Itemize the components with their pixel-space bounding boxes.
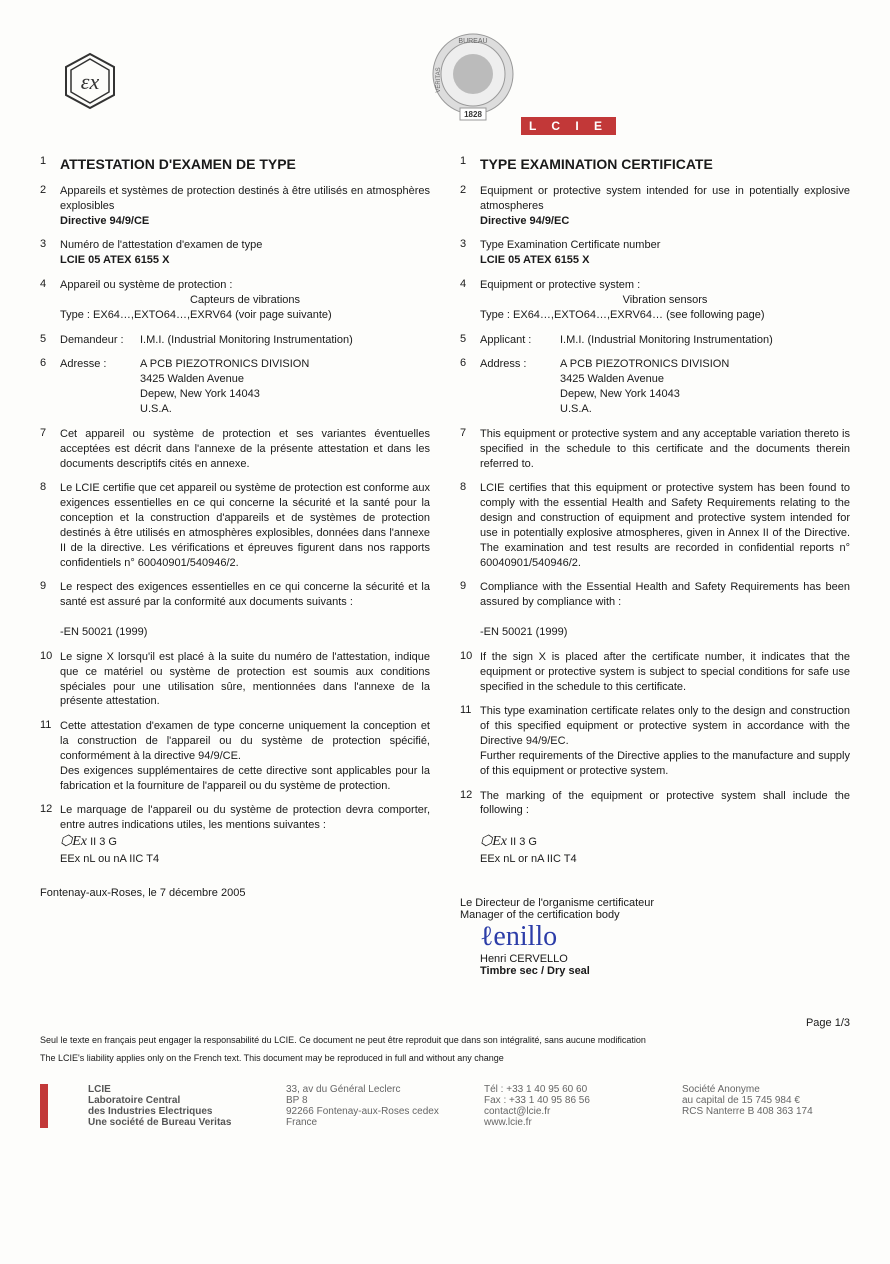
item8-en: LCIE certifies that this equipment or pr… bbox=[480, 481, 850, 570]
item12-en: The marking of the equipment or protecti… bbox=[480, 789, 850, 867]
item3-fr: Numéro de l'attestation d'examen de type… bbox=[60, 238, 430, 268]
lcie-bar: L C I E bbox=[521, 117, 616, 135]
item10-en: If the sign X is placed after the certif… bbox=[480, 650, 850, 695]
page-number: Page 1/3 bbox=[40, 1017, 850, 1029]
title-en: TYPE EXAMINATION CERTIFICATE bbox=[480, 155, 850, 174]
sig-title-en: Manager of the certification body bbox=[460, 909, 850, 921]
svg-text:εx: εx bbox=[81, 69, 100, 94]
disclaimer-fr: Seul le texte en français peut engager l… bbox=[40, 1035, 850, 1047]
signature-block: Le Directeur de l'organisme certificateu… bbox=[460, 897, 850, 977]
footer-col-3: Tél : +33 1 40 95 60 60 Fax : +33 1 40 9… bbox=[484, 1084, 652, 1128]
item2-fr: Appareils et systèmes de protection dest… bbox=[60, 184, 430, 229]
header-logos: εx BUREAU VERITAS 1828 L C I E bbox=[40, 30, 850, 135]
footer-col-1: LCIE Laboratoire Central des Industries … bbox=[88, 1084, 256, 1128]
item2-en: Equipment or protective system intended … bbox=[480, 184, 850, 229]
item7-en: This equipment or protective system and … bbox=[480, 427, 850, 472]
item11-fr: Cette attestation d'examen de type conce… bbox=[60, 719, 430, 793]
item4-en: Equipment or protective system :Vibratio… bbox=[480, 278, 850, 323]
footer: LCIE Laboratoire Central des Industries … bbox=[40, 1084, 850, 1128]
svg-text:1828: 1828 bbox=[464, 110, 482, 119]
footer-red-bar bbox=[40, 1084, 48, 1128]
date-place: Fontenay-aux-Roses, le 7 décembre 2005 bbox=[40, 887, 430, 977]
signatory-name: Henri CERVELLO bbox=[480, 953, 850, 965]
item9-en: Compliance with the Essential Health and… bbox=[480, 580, 850, 639]
footer-col-4: Société Anonyme au capital de 15 745 984… bbox=[682, 1084, 850, 1128]
dry-seal-label: Timbre sec / Dry seal bbox=[480, 965, 850, 977]
disclaimer-en: The LCIE's liability applies only on the… bbox=[40, 1053, 850, 1065]
item7-fr: Cet appareil ou système de protection et… bbox=[60, 427, 430, 472]
item11-en: This type examination certificate relate… bbox=[480, 704, 850, 778]
item5-en: Applicant :I.M.I. (Industrial Monitoring… bbox=[480, 333, 850, 348]
bureau-veritas-logo: BUREAU VERITAS 1828 L C I E bbox=[428, 30, 616, 135]
item4-fr: Appareil ou système de protection :Capte… bbox=[60, 278, 430, 323]
item5-fr: Demandeur :I.M.I. (Industrial Monitoring… bbox=[60, 333, 430, 348]
item9-fr: Le respect des exigences essentielles en… bbox=[60, 580, 430, 639]
svg-text:VERITAS: VERITAS bbox=[436, 67, 442, 92]
two-column-body: 1ATTESTATION D'EXAMEN DE TYPE 2Appareils… bbox=[40, 155, 850, 877]
item8-fr: Le LCIE certifie que cet appareil ou sys… bbox=[60, 481, 430, 570]
item6-en: Address :A PCB PIEZOTRONICS DIVISION3425… bbox=[480, 357, 850, 416]
footer-col-2: 33, av du Général Leclerc BP 8 92266 Fon… bbox=[286, 1084, 454, 1128]
english-column: 1TYPE EXAMINATION CERTIFICATE 2Equipment… bbox=[460, 155, 850, 877]
item3-en: Type Examination Certificate numberLCIE … bbox=[480, 238, 850, 268]
french-column: 1ATTESTATION D'EXAMEN DE TYPE 2Appareils… bbox=[40, 155, 430, 877]
title-fr: ATTESTATION D'EXAMEN DE TYPE bbox=[60, 155, 430, 174]
item10-fr: Le signe X lorsqu'il est placé à la suit… bbox=[60, 650, 430, 709]
signature-icon: ℓenillo bbox=[480, 921, 850, 953]
sig-title-fr: Le Directeur de l'organisme certificateu… bbox=[460, 897, 850, 909]
bv-top-text: BUREAU bbox=[458, 38, 487, 45]
signature-row: Fontenay-aux-Roses, le 7 décembre 2005 L… bbox=[40, 887, 850, 977]
item12-fr: Le marquage de l'appareil ou du système … bbox=[60, 803, 430, 866]
ex-logo: εx bbox=[60, 51, 120, 114]
item6-fr: Adresse :A PCB PIEZOTRONICS DIVISION3425… bbox=[60, 357, 430, 416]
